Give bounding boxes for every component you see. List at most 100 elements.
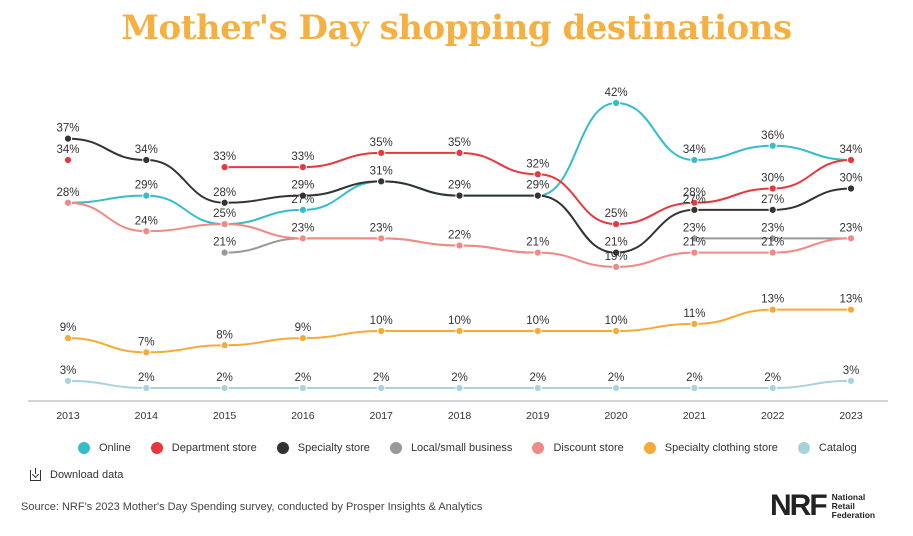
data-point-discount-store[interactable] — [63, 198, 73, 207]
data-point-catalog[interactable] — [846, 376, 856, 385]
data-point-online[interactable] — [298, 205, 307, 214]
legend-item-specialty-store[interactable]: Specialty store — [276, 442, 370, 454]
data-label-catalog: 3% — [60, 365, 77, 377]
data-point-specialty-store[interactable] — [846, 184, 856, 193]
data-point-catalog[interactable] — [220, 383, 229, 393]
data-point-discount-store[interactable] — [220, 220, 229, 229]
data-point-catalog[interactable] — [298, 383, 307, 393]
data-point-department-store[interactable] — [533, 170, 542, 179]
data-point-department-store[interactable] — [768, 184, 777, 193]
data-point-department-store[interactable] — [298, 163, 307, 172]
data-point-specialty-clothing-store[interactable] — [533, 326, 542, 336]
data-label-specialty-clothing-store: 13% — [839, 294, 862, 306]
data-point-department-store[interactable] — [377, 148, 386, 157]
data-label-specialty-clothing-store: 11% — [683, 308, 705, 320]
data-point-local-small-business[interactable] — [768, 234, 777, 243]
data-label-specialty-clothing-store: 10% — [605, 315, 628, 327]
x-tick-label: 2023 — [839, 410, 863, 422]
data-point-specialty-clothing-store[interactable] — [455, 326, 464, 336]
data-point-local-small-business[interactable] — [690, 234, 699, 243]
data-point-discount-store[interactable] — [377, 234, 386, 243]
data-point-catalog[interactable] — [768, 383, 777, 393]
x-tick-label: 2015 — [213, 410, 237, 422]
data-point-department-store[interactable] — [846, 155, 856, 165]
data-point-catalog[interactable] — [455, 383, 464, 393]
legend-label: Online — [99, 442, 131, 454]
data-point-specialty-clothing-store[interactable] — [612, 326, 621, 336]
data-point-discount-store[interactable] — [298, 234, 307, 243]
data-point-local-small-business[interactable] — [220, 248, 229, 257]
legend-item-catalog[interactable]: Catalog — [797, 442, 857, 454]
data-point-catalog[interactable] — [377, 383, 386, 393]
x-tick-label: 2014 — [135, 410, 159, 422]
x-tick-label: 2018 — [448, 410, 472, 422]
legend-swatch — [389, 442, 402, 454]
data-point-catalog[interactable] — [612, 383, 621, 393]
legend-item-discount-store[interactable]: Discount store — [532, 442, 624, 454]
data-label-specialty-clothing-store: 10% — [448, 315, 471, 327]
data-point-specialty-store[interactable] — [220, 198, 229, 207]
data-point-discount-store[interactable] — [533, 248, 542, 257]
data-point-specialty-clothing-store[interactable] — [690, 319, 699, 328]
nrf-logo: NRF National Retail Federation — [770, 491, 875, 521]
data-point-specialty-clothing-store[interactable] — [846, 305, 856, 314]
data-point-specialty-store[interactable] — [455, 191, 464, 200]
data-point-specialty-clothing-store[interactable] — [142, 348, 151, 357]
logo-mark: NRF — [770, 489, 828, 522]
data-point-specialty-clothing-store[interactable] — [298, 334, 307, 343]
data-label-online: 29% — [135, 180, 158, 192]
data-point-specialty-clothing-store[interactable] — [63, 334, 73, 343]
data-point-catalog[interactable] — [690, 383, 699, 393]
data-point-specialty-store[interactable] — [298, 191, 307, 200]
data-point-online[interactable] — [690, 155, 699, 165]
data-point-specialty-clothing-store[interactable] — [220, 341, 229, 350]
data-label-specialty-clothing-store: 7% — [138, 336, 155, 348]
data-point-department-store[interactable] — [612, 220, 621, 229]
data-label-specialty-store: 27% — [683, 194, 706, 206]
data-point-catalog[interactable] — [533, 383, 542, 393]
data-label-specialty-clothing-store: 10% — [526, 315, 549, 327]
data-label-department-store: 32% — [526, 158, 549, 170]
data-point-department-store[interactable] — [220, 163, 229, 172]
data-label-local-small-business: 22% — [448, 230, 471, 242]
legend-label: Specialty clothing store — [664, 442, 778, 454]
legend-item-specialty-clothing-store[interactable]: Specialty clothing store — [643, 442, 778, 454]
data-label-online: 25% — [213, 208, 236, 220]
data-point-specialty-store[interactable] — [377, 177, 386, 186]
data-label-department-store: 34% — [56, 144, 79, 156]
data-point-online[interactable] — [768, 141, 777, 150]
data-point-specialty-store[interactable] — [768, 205, 777, 214]
download-data-button[interactable]: Download data — [30, 467, 123, 481]
data-label-department-store: 28% — [683, 187, 706, 199]
data-point-specialty-store[interactable] — [612, 248, 621, 257]
data-point-specialty-clothing-store[interactable] — [768, 305, 777, 314]
data-point-catalog[interactable] — [142, 383, 151, 393]
data-point-discount-store[interactable] — [690, 248, 699, 257]
logo-line-1: National — [831, 491, 866, 502]
data-label-department-store: 35% — [370, 137, 393, 149]
data-label-catalog: 2% — [608, 372, 625, 384]
data-point-specialty-store[interactable] — [533, 191, 542, 200]
legend-item-online[interactable]: Online — [78, 442, 131, 454]
legend-item-local-small-business[interactable]: Local/small business — [389, 442, 512, 454]
data-point-specialty-store[interactable] — [690, 205, 699, 214]
legend-item-department-store[interactable]: Department store — [150, 442, 257, 454]
data-point-discount-store[interactable] — [612, 262, 621, 271]
data-point-discount-store[interactable] — [455, 241, 464, 250]
legend-label: Catalog — [818, 442, 857, 454]
x-tick-label: 2013 — [56, 410, 80, 422]
data-point-online[interactable] — [612, 98, 621, 108]
data-point-catalog[interactable] — [63, 376, 73, 385]
data-point-specialty-store[interactable] — [63, 134, 73, 143]
data-point-specialty-store[interactable] — [142, 155, 151, 165]
legend-swatch — [150, 442, 163, 454]
data-point-online[interactable] — [142, 191, 151, 200]
data-point-specialty-clothing-store[interactable] — [377, 326, 386, 336]
legend-label: Department store — [171, 442, 257, 454]
data-point-discount-store[interactable] — [142, 227, 151, 236]
data-point-discount-store[interactable] — [768, 248, 777, 257]
data-point-discount-store[interactable] — [846, 234, 856, 243]
data-point-department-store[interactable] — [63, 155, 73, 165]
data-point-department-store[interactable] — [455, 148, 464, 157]
x-tick-layer: 2013 2014 2015 2016 2017 2018 2019 2020 2021 2022… — [56, 410, 863, 422]
